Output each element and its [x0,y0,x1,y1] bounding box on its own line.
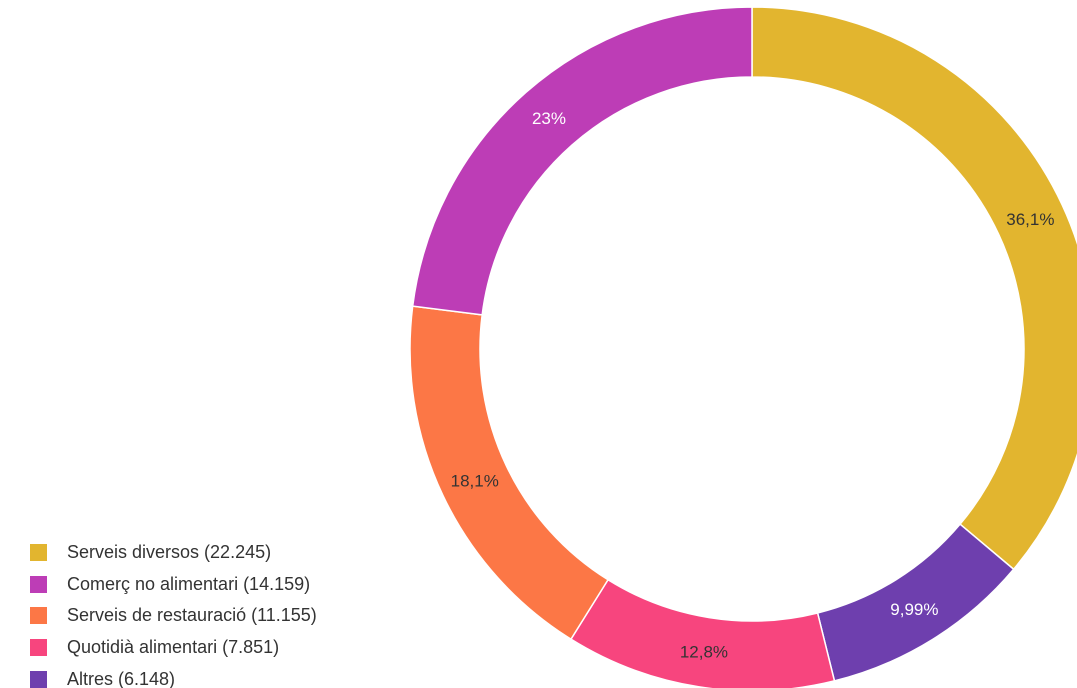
legend-label: Comerç no alimentari (14.159) [67,573,311,594]
donut-slice[interactable] [751,6,1077,571]
legend-swatch [30,575,47,593]
chart-legend: Serveis diversos (22.245) Comerç no alim… [30,537,317,688]
legend-item[interactable]: Serveis diversos (22.245) [30,537,317,569]
legend-swatch [30,544,47,562]
donut-slice[interactable] [409,305,610,641]
legend-item[interactable]: Quotidià alimentari (7.851) [30,632,317,664]
legend-label: Serveis de restauració (11.155) [67,605,317,626]
donut-slice[interactable] [411,6,753,316]
legend-label: Serveis diversos (22.245) [67,542,272,563]
legend-swatch [30,639,47,657]
slice-percent-label: 18,1% [451,471,499,490]
legend-label: Altres (6.148) [67,668,176,688]
slice-percent-label: 12,8% [680,643,728,662]
legend-item[interactable]: Altres (6.148) [30,663,317,688]
slice-percent-label: 23% [532,109,566,128]
slice-percent-label: 36,1% [1006,210,1054,229]
legend-label: Quotidià alimentari (7.851) [67,637,280,658]
legend-swatch [30,670,47,688]
legend-item[interactable]: Comerç no alimentari (14.159) [30,569,317,601]
legend-item[interactable]: Serveis de restauració (11.155) [30,600,317,632]
donut-slice[interactable] [569,578,836,688]
slice-percent-label: 9,99% [890,600,938,619]
legend-swatch [30,607,47,625]
